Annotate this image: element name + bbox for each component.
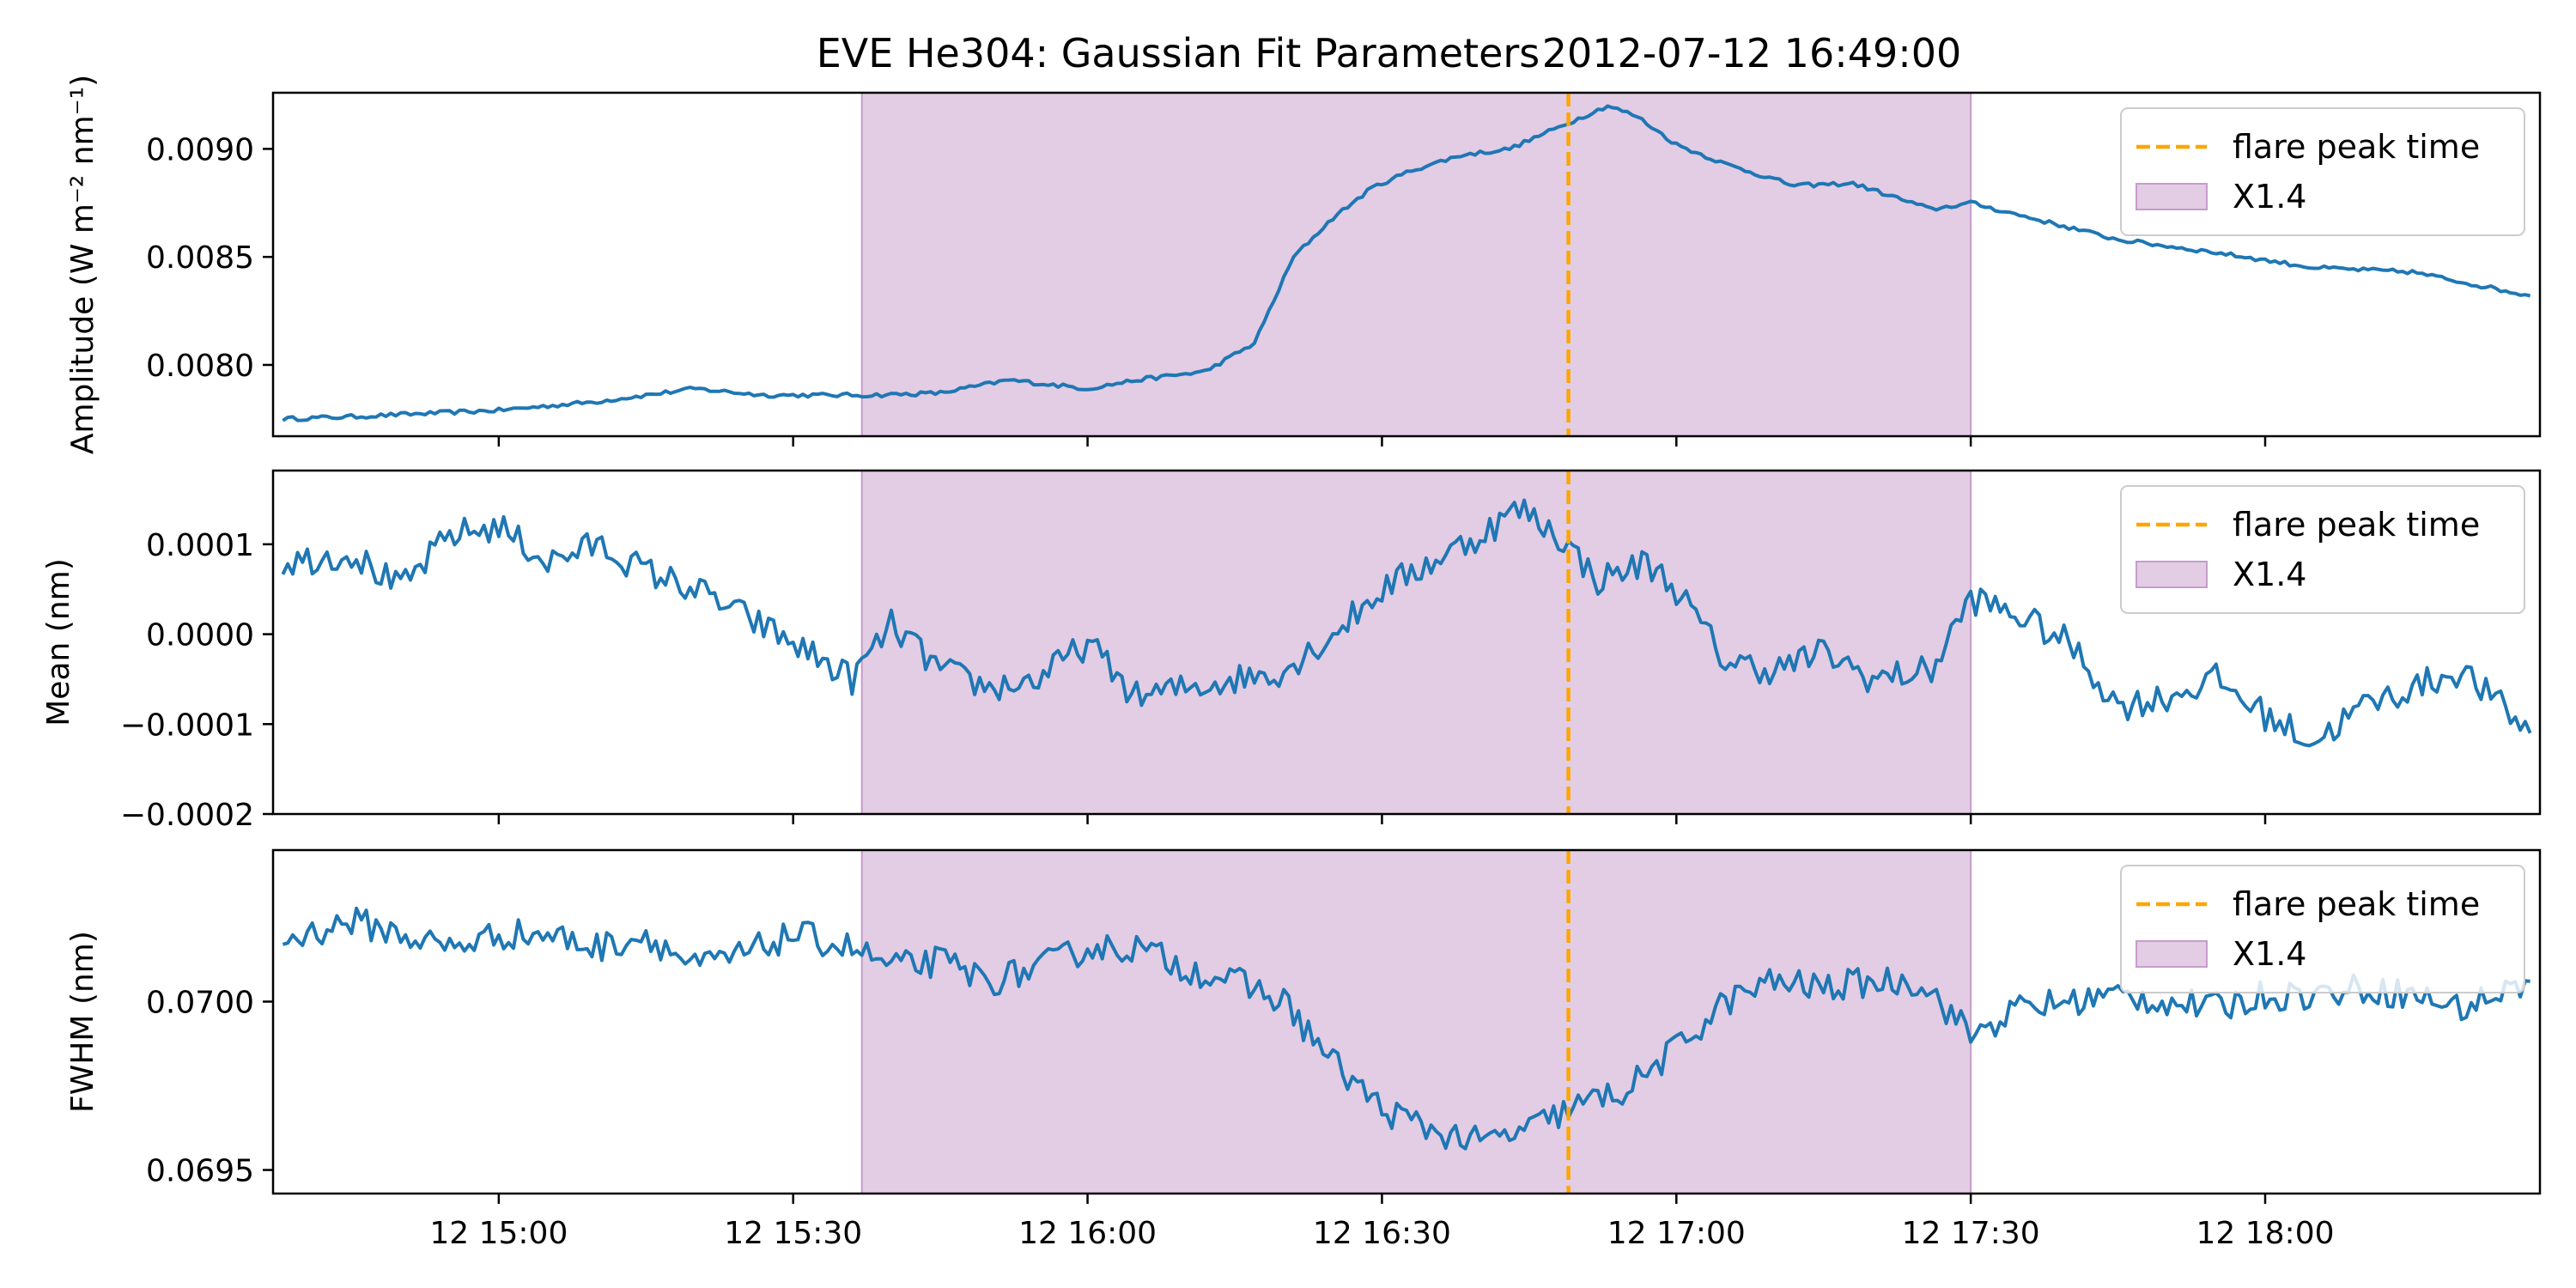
panel-2: −0.0002 −0.0001 0.0000 0.0001 Mean (nm) flare…: [41, 469, 2542, 833]
y-tick-label: −0.0001: [120, 708, 254, 743]
legend-span-swatch: [2136, 183, 2208, 210]
legend: [2120, 107, 2525, 236]
x-tick-label: 12 17:00: [1607, 1216, 1746, 1251]
flare-span: [860, 92, 1972, 437]
legend: [2120, 865, 2525, 993]
flare-span: [860, 470, 1972, 815]
legend-entry-peak: flare peak time: [2233, 885, 2480, 923]
y-tick-label: 0.0000: [146, 618, 254, 653]
figure-title: EVE He304: Gaussian Fit Parameters: [817, 30, 1540, 76]
y-tick-label: 0.0700: [146, 985, 254, 1020]
x-tick-label: 12 15:30: [724, 1216, 862, 1251]
legend-entry-peak: flare peak time: [2233, 128, 2480, 166]
x-tick-label: 12 18:00: [2196, 1216, 2335, 1251]
series-line: [282, 906, 2530, 1151]
series-line: [282, 104, 2531, 422]
y-tick-label: 0.0080: [146, 349, 254, 384]
x-tick-label: 12 17:30: [1902, 1216, 2040, 1251]
legend-entry-peak: flare peak time: [2233, 506, 2480, 544]
legend-span-swatch: [2136, 940, 2208, 968]
panel-3: 0.0695 0.0700 FWHM (nm) 12 15:00 12 15:30 12 …: [65, 848, 2542, 1251]
flare-span: [860, 849, 1972, 1194]
y-axis-label: Mean (nm): [41, 558, 76, 726]
series-line: [281, 498, 2532, 748]
y-tick-label: −0.0002: [120, 798, 254, 833]
x-tick-label: 12 16:00: [1018, 1216, 1157, 1251]
panels: 0.0080 0.0085 0.0090 Amplitude (W m⁻² nm⁻¹)…: [41, 75, 2542, 1251]
figure-timestamp: 2012-07-12 16:49:00: [1542, 30, 1962, 76]
x-tick-label: 12 16:30: [1313, 1216, 1451, 1251]
axes-frame: [271, 848, 2542, 1195]
axes-frame: [271, 91, 2542, 438]
axes-frame: [271, 469, 2542, 816]
y-tick-label: 0.0001: [146, 528, 254, 563]
legend-entry-flare: X1.4: [2233, 935, 2306, 973]
legend-entry-flare: X1.4: [2233, 178, 2306, 216]
y-tick-label: 0.0090: [146, 132, 254, 167]
legend-span-swatch: [2136, 561, 2208, 588]
legend: [2120, 485, 2525, 614]
x-tick-label: 12 15:00: [429, 1216, 568, 1251]
y-tick-label: 0.0695: [146, 1154, 254, 1189]
y-tick-label: 0.0085: [146, 240, 254, 276]
panel-1: 0.0080 0.0085 0.0090 Amplitude (W m⁻² nm⁻¹)…: [65, 75, 2542, 454]
y-axis-label: FWHM (nm): [65, 931, 100, 1113]
legend-entry-flare: X1.4: [2233, 556, 2306, 593]
y-axis-label: Amplitude (W m⁻² nm⁻¹): [65, 75, 100, 454]
